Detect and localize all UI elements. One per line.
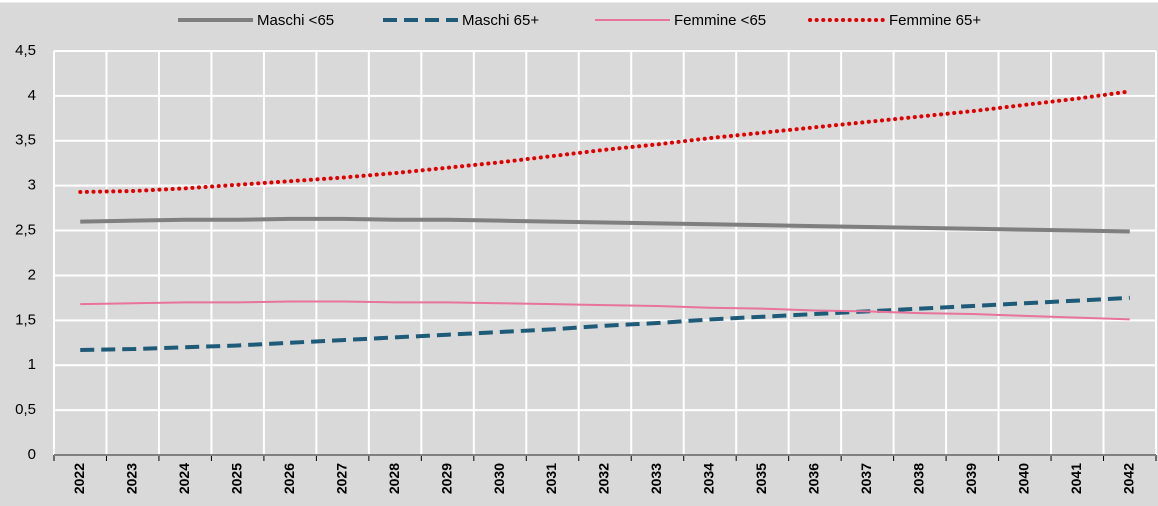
y-tick-label: 3 bbox=[28, 177, 36, 194]
x-tick-label: 2026 bbox=[281, 463, 297, 494]
x-tick-label: 2025 bbox=[228, 463, 244, 494]
x-tick-label: 2033 bbox=[648, 463, 664, 494]
x-tick-label: 2035 bbox=[753, 463, 769, 494]
x-tick-label: 2029 bbox=[438, 463, 454, 494]
y-tick-label: 4 bbox=[28, 87, 36, 104]
x-tick-label: 2032 bbox=[596, 463, 612, 494]
x-tick-label: 2030 bbox=[491, 463, 507, 494]
y-tick-label: 2,5 bbox=[15, 222, 36, 239]
x-tick-label: 2039 bbox=[963, 463, 979, 494]
x-tick-label: 2036 bbox=[806, 463, 822, 494]
x-tick-label: 2034 bbox=[701, 463, 717, 494]
series-line bbox=[80, 295, 1130, 352]
x-tick-label: 2028 bbox=[386, 463, 402, 494]
x-tick-label: 2040 bbox=[1016, 463, 1032, 494]
y-tick-label: 3,5 bbox=[15, 132, 36, 149]
x-tick-label: 2027 bbox=[333, 463, 349, 494]
y-tick-label: 0,5 bbox=[15, 401, 36, 418]
y-tick-label: 1 bbox=[28, 356, 36, 373]
y-tick-label: 0 bbox=[28, 446, 36, 463]
x-tick-label: 2041 bbox=[1068, 463, 1084, 494]
x-tick-label: 2031 bbox=[543, 463, 559, 494]
y-tick-label: 1,5 bbox=[15, 311, 36, 328]
x-tick-label: 2022 bbox=[71, 463, 87, 494]
legend-label: Femmine <65 bbox=[674, 12, 766, 29]
x-tick-label: 2037 bbox=[858, 463, 874, 494]
series-line bbox=[80, 216, 1130, 234]
legend-label: Maschi <65 bbox=[257, 12, 334, 29]
y-tick-label: 4,5 bbox=[15, 42, 36, 59]
series-line bbox=[80, 300, 1130, 321]
legend-label: Femmine 65+ bbox=[889, 12, 981, 29]
x-tick-label: 2038 bbox=[911, 463, 927, 494]
x-tick-label: 2023 bbox=[123, 463, 139, 494]
legend-label: Maschi 65+ bbox=[462, 12, 539, 29]
y-tick-label: 2 bbox=[28, 266, 36, 283]
x-tick-label: 2024 bbox=[176, 463, 192, 494]
x-tick-label: 2042 bbox=[1120, 463, 1136, 494]
series-line bbox=[78, 89, 1132, 194]
